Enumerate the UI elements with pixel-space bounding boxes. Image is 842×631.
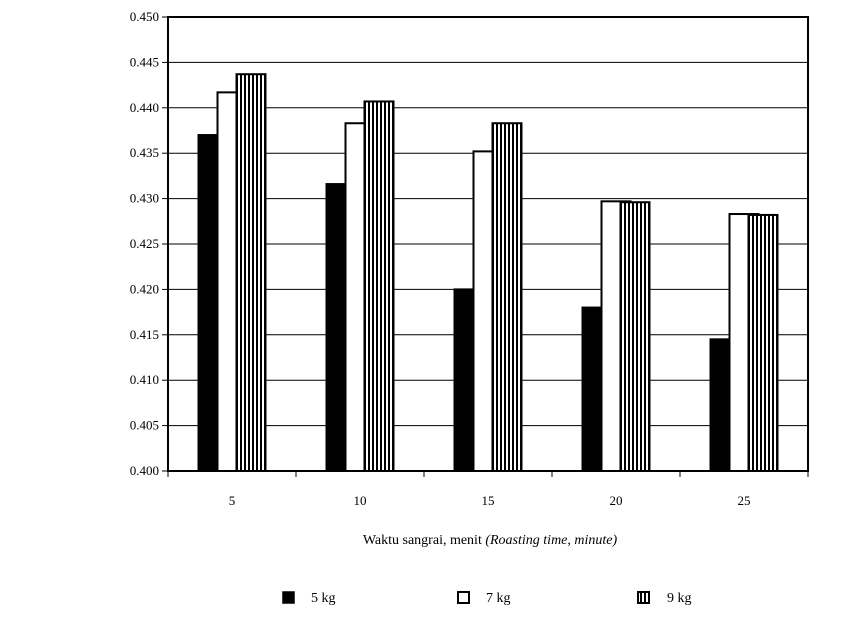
- y-tick-label: 0.400: [130, 463, 159, 478]
- y-tick-label: 0.425: [130, 236, 159, 251]
- legend-label-5kg: 5 kg: [311, 591, 336, 606]
- legend-swatch-7kg: [457, 591, 470, 604]
- legend-label-7kg: 7 kg: [486, 591, 511, 606]
- bar-9kg-25: [747, 213, 779, 472]
- bar-9kg-15: [491, 122, 523, 473]
- x-tick-label: 5: [229, 493, 236, 508]
- y-tick-label: 0.410: [130, 372, 159, 387]
- y-tick-label: 0.450: [130, 9, 159, 24]
- legend-item-5kg: 5 kg: [282, 591, 336, 606]
- x-tick-label: 15: [482, 493, 495, 508]
- y-tick-label: 0.440: [130, 100, 159, 115]
- bars: [197, 73, 779, 473]
- y-tick-label: 0.430: [130, 191, 159, 206]
- x-tick-labels: 5 10 15 20 25: [229, 493, 751, 508]
- y-tick-label: 0.435: [130, 145, 159, 160]
- y-tick-label: 0.445: [130, 54, 159, 69]
- legend-item-7kg: 7 kg: [457, 591, 511, 606]
- x-tick-label: 20: [610, 493, 623, 508]
- bar-9kg-20: [619, 201, 651, 472]
- legend-item-9kg: 9 kg: [637, 591, 692, 606]
- axes: [162, 16, 809, 477]
- legend-swatch-9kg: [637, 591, 650, 604]
- y-tick-label: 0.415: [130, 327, 159, 342]
- legend: 5 kg 7 kg 9 kg: [282, 591, 692, 606]
- y-tick-label: 0.420: [130, 281, 159, 296]
- plot-frame: [167, 16, 809, 472]
- bar-9kg-10: [363, 100, 395, 472]
- x-tick-label: 10: [354, 493, 367, 508]
- x-axis-label: Waktu sangrai, menit (Roasting time, min…: [363, 533, 618, 548]
- y-tick-labels: 0.400 0.405 0.410 0.415 0.420 0.425 0.430 0.435…: [130, 9, 159, 478]
- legend-swatch-5kg: [282, 591, 295, 604]
- legend-label-9kg: 9 kg: [667, 591, 692, 606]
- x-tick-label: 25: [738, 493, 751, 508]
- bar-9kg-5: [235, 73, 267, 472]
- y-tick-label: 0.405: [130, 418, 159, 433]
